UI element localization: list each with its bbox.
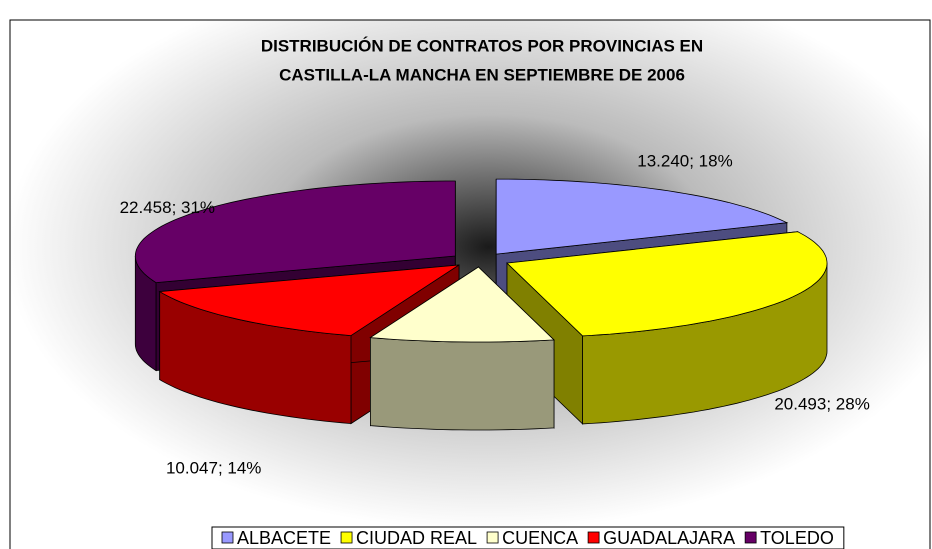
legend-swatch <box>744 531 757 544</box>
legend: ALBACETE CIUDAD REAL CUENCA GUADALAJARA TOLE… <box>211 526 845 549</box>
slice-top <box>158 264 460 337</box>
legend-label: GUADALAJARA <box>603 528 735 548</box>
data-label: 10.047; 14% <box>166 459 261 478</box>
legend-label: ALBACETE <box>237 528 331 548</box>
slice-top <box>369 266 555 343</box>
legend-label: CIUDAD REAL <box>356 528 477 548</box>
chart-title: DISTRIBUCIÓN DE CONTRATOS POR PROVINCIAS… <box>261 36 703 55</box>
slice-top <box>495 178 789 255</box>
legend-swatch <box>587 531 600 544</box>
data-label: 22.458; 31% <box>120 198 215 217</box>
legend-label: TOLEDO <box>760 528 834 548</box>
legend-box <box>211 526 845 549</box>
chart-title: CASTILLA-LA MANCHA EN SEPTIEMBRE DE 2006 <box>279 65 685 84</box>
legend-label: CUENCA <box>502 528 578 548</box>
slice-top <box>134 180 456 284</box>
slice-top <box>506 231 828 337</box>
legend-swatch <box>486 531 499 544</box>
slice-wall <box>369 337 555 431</box>
legend-swatch <box>340 531 353 544</box>
data-label: 13.240; 18% <box>637 151 732 170</box>
data-label: 20.493; 28% <box>774 395 869 414</box>
legend-swatch <box>221 531 234 544</box>
pie-slice <box>369 266 555 431</box>
